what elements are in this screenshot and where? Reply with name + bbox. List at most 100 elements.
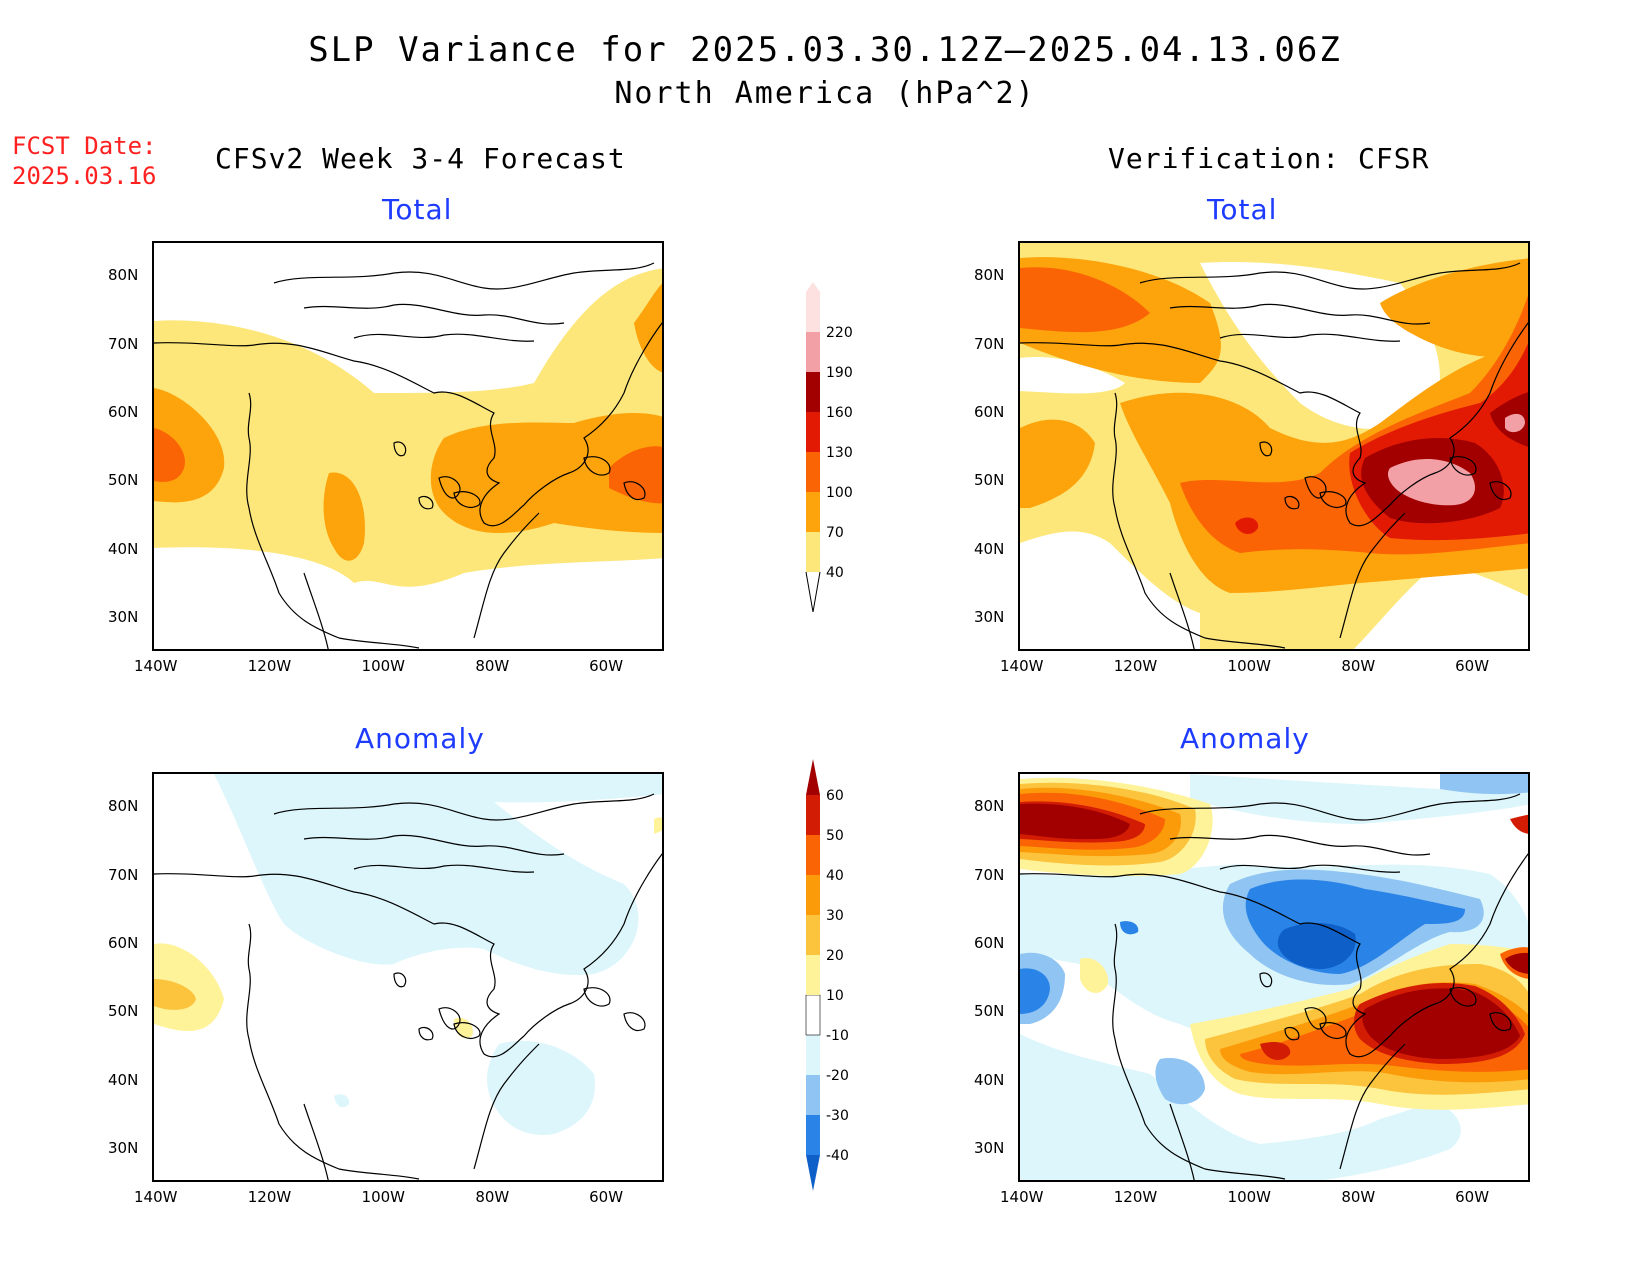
lat-tick-label: 60N [974,402,1005,421]
total-colorbar-label: 130 [826,445,853,461]
total-colorbar-label: 160 [826,405,853,421]
anomaly-colorbar-label: -40 [826,1148,849,1164]
anomaly-colorbar: -40 -30 -20 -10 10 20 30 40 50 60 [805,759,849,1191]
lat-tick-label: 70N [974,865,1005,884]
main-title: SLP Variance for 2025.03.30.12Z—2025.04.… [308,30,1342,70]
shade-none [1200,262,1440,430]
coastline-path [1020,853,1528,1058]
shade-70 [323,472,365,561]
coastline-path [1259,441,1273,457]
shade-70 [430,413,662,533]
lon-tick-label: 60W [589,657,624,675]
total-colorbar-swatch [806,532,820,572]
lat-tick-label: 50N [108,471,139,490]
coastline-path [1489,1012,1512,1032]
shade-60 [1505,952,1528,974]
coastline-path [453,491,481,508]
lon-tick-label: 60W [1455,1188,1490,1206]
lat-tick-label: 50N [108,1002,139,1021]
lat-tick-label: 80N [108,797,139,816]
coastline-path [1284,495,1300,510]
coastline-path [583,456,611,476]
shade-50 [1260,1042,1291,1060]
total-colorbar-swatch [806,292,820,332]
anomaly-colorbar-label: 50 [826,828,844,844]
total-colorbar-label: 220 [826,325,853,341]
coastline-path [303,572,329,649]
shade-minus10 [214,774,662,975]
coastline-path [1319,491,1347,508]
coastline-path [418,495,434,510]
coastline-path [438,1007,461,1030]
coastline-path [154,322,662,527]
coastline-path [353,864,535,873]
total-colorbar-swatch [806,332,820,372]
total-colorbar-label: 100 [826,485,853,501]
forecast-total-title: Total [382,193,453,226]
lat-tick-label: 40N [108,1070,139,1089]
shade-none [1353,563,1528,649]
lat-tick-label: 40N [974,1070,1005,1089]
shade-190 [1387,458,1475,506]
anomaly-colorbar-label: -30 [826,1108,849,1124]
forecast-anomaly-title: Anomaly [355,722,485,755]
shade-60 [1362,988,1520,1059]
shade-10 [454,1017,473,1039]
coastline-path [273,262,655,290]
coastline-path [1449,456,1477,476]
coastline-path [1219,333,1401,342]
coastline-path [1169,834,1431,856]
shade-50 [1510,814,1528,834]
coastline-path [246,923,420,1180]
lat-tick-label: 70N [108,334,139,353]
shade-minus30 [1020,968,1050,1014]
shade-minus30 [1120,921,1139,935]
anomaly-colorbar-swatch [806,955,820,995]
lat-tick-label: 70N [974,334,1005,353]
coastline-path [473,1043,540,1170]
total-colorbar-cap [805,571,821,612]
lon-tick-label: 100W [1227,657,1272,675]
coastline-path [246,392,420,649]
lon-tick-label: 120W [247,657,292,675]
total-colorbar-label: 40 [826,565,844,581]
total-colorbar-swatch [806,372,820,412]
shade-minus40 [1277,922,1356,969]
shade-100 [154,428,185,482]
shade-100 [609,446,662,504]
coastline-path [438,476,461,499]
anomaly-colorbar-label: 30 [826,908,844,924]
lon-tick-label: 60W [589,1188,624,1206]
anomaly-colorbar-label: 60 [826,788,844,804]
lat-tick-label: 80N [974,797,1005,816]
shade-10 [654,817,662,834]
lon-tick-label: 80W [475,657,510,675]
lat-tick-label: 30N [108,1138,139,1157]
coastline-path [1339,1043,1406,1170]
shade-190 [1505,413,1525,433]
shade-minus10 [1020,1034,1461,1180]
coastline-outline [1020,262,1528,649]
lat-tick-label: 30N [108,607,139,626]
coastline-path [393,441,407,457]
verification-total-map [1018,241,1530,651]
coastline-path [1304,476,1327,499]
lon-tick-label: 60W [1455,657,1490,675]
anomaly-colorbar-swatch [806,875,820,915]
coastline-path [1319,1022,1347,1039]
forecast-total-map [152,241,664,651]
shade-60 [1020,803,1130,840]
coastline-path [303,834,565,856]
lon-tick-label: 120W [1113,657,1158,675]
lat-tick-label: 30N [974,1138,1005,1157]
lat-tick-label: 40N [974,539,1005,558]
coastline-path [1169,572,1195,649]
coastline-path [453,1022,481,1039]
total-colorbar-label: 70 [826,525,844,541]
coastline-path [393,972,407,988]
coastline-path [1259,972,1273,988]
coastline-path [353,333,535,342]
total-colorbar-cap [806,282,820,292]
shade-minus10 [1190,774,1528,824]
total-colorbar-label: 190 [826,365,853,381]
